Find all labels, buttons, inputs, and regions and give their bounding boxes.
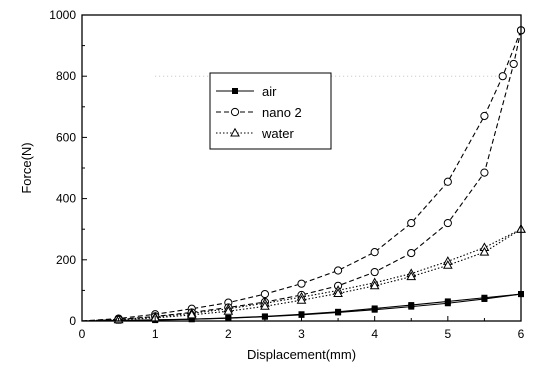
- grid-layer: [155, 14, 507, 77]
- circle-marker: [297, 279, 306, 288]
- triangle-marker: [333, 288, 343, 297]
- y-axis-title: Force(N): [19, 142, 34, 193]
- legend-label: air: [262, 84, 277, 99]
- circle-marker: [498, 72, 507, 81]
- y-tick-label: 200: [56, 253, 76, 267]
- circle-marker: [480, 168, 489, 177]
- x-axis-title: Displacement(mm): [247, 347, 356, 362]
- triangle-marker: [186, 309, 197, 319]
- y-tick-label: 1000: [49, 8, 76, 22]
- x-tick-label: 0: [79, 327, 86, 341]
- axis-layer: 0 1 2 3 4 5 6 0 200 400 600 800 1000: [49, 8, 524, 341]
- x-tick-label: 1: [152, 327, 159, 341]
- triangle-marker: [479, 246, 490, 256]
- x-tick-label: 5: [444, 327, 451, 341]
- square-marker: [408, 302, 415, 309]
- y-tick-label: 600: [56, 130, 76, 144]
- x-tick-label: 3: [298, 327, 305, 341]
- circle-marker: [443, 177, 452, 186]
- legend-item: water: [216, 126, 294, 141]
- square-marker: [371, 305, 378, 312]
- x-tick-label: 2: [225, 327, 232, 341]
- legend-label: nano 2: [262, 105, 302, 120]
- series-line: [81, 30, 522, 322]
- series-nano-2: [81, 26, 526, 324]
- triangle-marker: [369, 280, 380, 290]
- circle-marker: [370, 248, 379, 257]
- series-water: [81, 223, 526, 324]
- circle-marker: [260, 289, 270, 299]
- triangle-marker: [223, 305, 234, 315]
- y-tick-label: 400: [56, 192, 76, 206]
- legend-items: air nano 2 water: [216, 84, 302, 141]
- legend-label: water: [261, 126, 294, 141]
- series-layer: [81, 26, 526, 324]
- series-line: [81, 228, 522, 322]
- legend-item: air: [216, 84, 277, 99]
- legend-item: nano 2: [216, 105, 302, 120]
- x-tick-label: 6: [518, 327, 525, 341]
- circle-marker: [333, 266, 343, 275]
- y-tick-label: 800: [56, 69, 76, 83]
- circle-marker: [509, 59, 518, 69]
- triangle-marker: [230, 127, 240, 137]
- square-marker: [261, 313, 268, 320]
- circle-marker: [407, 218, 416, 228]
- triangle-marker: [260, 301, 270, 310]
- x-tick-label: 4: [371, 327, 378, 341]
- circle-marker: [443, 218, 452, 228]
- legend: air nano 2 water: [209, 72, 332, 150]
- y-tick-label: 0: [69, 314, 76, 328]
- triangle-marker: [442, 260, 453, 269]
- square-marker: [444, 298, 451, 305]
- triangle-marker: [296, 294, 307, 304]
- legend-box: [209, 72, 332, 150]
- circle-marker: [480, 111, 489, 121]
- square-marker: [298, 311, 305, 318]
- square-marker: [232, 88, 238, 94]
- circle-marker: [230, 107, 240, 117]
- triangle-marker: [406, 271, 417, 281]
- circle-marker: [407, 248, 416, 258]
- square-marker: [335, 308, 342, 315]
- series-line: [81, 228, 522, 322]
- series-line: [81, 30, 522, 322]
- circle-marker: [370, 267, 379, 277]
- square-marker: [481, 294, 488, 301]
